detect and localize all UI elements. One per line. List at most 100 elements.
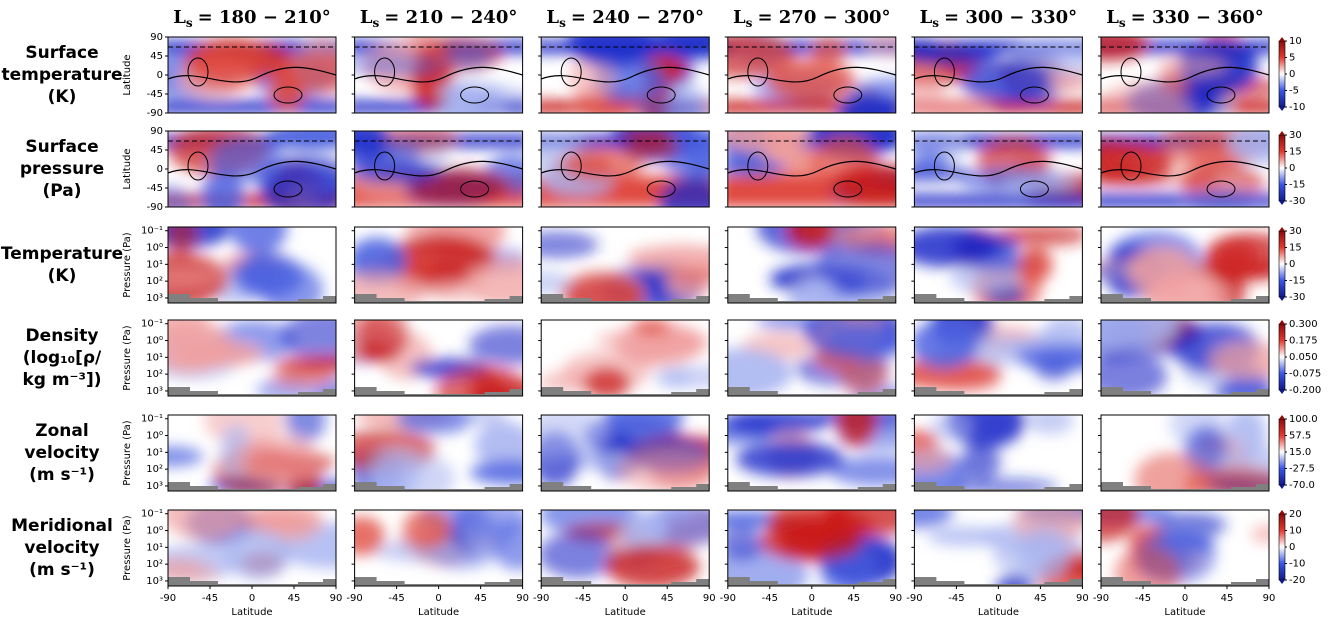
x-tick-label: 45 (1034, 593, 1047, 604)
heatmap-field (756, 227, 896, 303)
blob (914, 446, 952, 472)
x-axis-label: Latitude (1164, 607, 1205, 618)
blob (926, 526, 1005, 547)
blob (658, 178, 710, 207)
y-tick-label: -45 (147, 89, 163, 100)
contour (187, 57, 209, 87)
y-tick-label: 10³ (146, 293, 163, 304)
title-symbol: L (733, 7, 746, 28)
blob (1180, 88, 1225, 108)
contour (914, 66, 1083, 83)
colorbar-extend (1279, 107, 1285, 111)
contour (460, 180, 490, 198)
blob (1179, 191, 1266, 207)
row-label: temperature (1, 65, 122, 85)
y-tick-label: 10⁻¹ (141, 414, 163, 425)
blob (268, 131, 336, 149)
panel-frame (1100, 414, 1270, 492)
topography (168, 577, 336, 586)
colorbar (1278, 323, 1286, 391)
colorbar-tick-label: 15 (1289, 243, 1302, 254)
topography (354, 387, 523, 396)
blob (168, 265, 230, 290)
colorbar-extend (1279, 131, 1285, 135)
blob (1026, 415, 1074, 435)
blob (474, 421, 523, 469)
title-range: = 180 − 210° (198, 7, 331, 28)
x-tick-label: 90 (516, 593, 529, 604)
topography (354, 482, 523, 491)
heatmap-field (168, 320, 336, 396)
heatmap (727, 510, 896, 586)
x-tick-label: 45 (474, 593, 487, 604)
heatmap-field (1101, 37, 1269, 113)
title-subscript: s (372, 16, 379, 30)
row-label: Density (26, 326, 99, 346)
colorbar (1278, 134, 1286, 202)
heatmap (168, 37, 336, 113)
x-tick-label: 90 (703, 593, 716, 604)
colorbar-tick-label: 100.0 (1289, 414, 1318, 425)
x-axis-label: Latitude (791, 607, 832, 618)
y-tick-label: 0 (157, 70, 163, 81)
blob (836, 415, 877, 447)
heatmap (1101, 131, 1269, 207)
topography (727, 387, 896, 396)
blob (1018, 247, 1053, 283)
contour (1019, 86, 1049, 104)
heatmap (168, 510, 336, 586)
column-title: Ls = 210 − 240° (360, 7, 518, 30)
contour (273, 180, 303, 198)
contour (646, 180, 676, 198)
heatmap (727, 227, 896, 303)
blob (395, 415, 475, 435)
colorbar-tick-label: 15 (1289, 147, 1302, 158)
topography (914, 577, 1083, 586)
row-label: (Pa) (42, 181, 81, 201)
row-label: (K) (48, 266, 77, 286)
heatmap-field (914, 37, 1083, 113)
heatmap (914, 510, 1083, 586)
y-axis-label: Pressure (Pa) (122, 515, 133, 580)
topography (168, 294, 336, 303)
blob (467, 257, 523, 303)
heatmap-field (1101, 131, 1269, 207)
heatmap-field (727, 37, 896, 113)
row-label: Meridional (11, 516, 113, 536)
blob (658, 368, 692, 389)
blob (839, 351, 888, 396)
heatmap (1101, 320, 1269, 396)
colorbar-tick-label: -30 (1289, 196, 1305, 207)
heatmap (541, 510, 710, 586)
topography (1101, 577, 1269, 586)
topography (541, 482, 710, 491)
contour (646, 86, 676, 104)
blob (437, 82, 508, 100)
heatmap-field (168, 510, 336, 586)
x-tick-label: -90 (346, 593, 362, 604)
blob (463, 415, 507, 425)
heatmap-field (354, 37, 523, 113)
blob (468, 325, 523, 366)
contour (187, 151, 209, 181)
x-tick-label: -45 (762, 593, 778, 604)
y-tick-label: 10⁻¹ (141, 319, 163, 330)
colorbar-tick-label: 0.050 (1289, 352, 1318, 363)
heatmap (914, 131, 1083, 207)
panel-frame (354, 319, 524, 397)
blob (1101, 37, 1149, 62)
y-tick-label: 10⁻¹ (141, 226, 163, 237)
contour (833, 180, 863, 198)
panel-frame (540, 226, 710, 304)
x-tick-label: 0 (1182, 593, 1188, 604)
title-range: = 240 − 270° (571, 7, 704, 28)
colorbar-tick-label: -10 (1289, 559, 1305, 570)
topography (914, 294, 1083, 303)
colorbar-tick-label: -27.5 (1289, 464, 1315, 475)
blob (402, 510, 452, 550)
blob (863, 37, 896, 58)
heatmap-field (541, 231, 710, 303)
heatmap-field (354, 320, 523, 396)
y-tick-label: 10⁰ (146, 431, 163, 442)
contour (1019, 180, 1049, 198)
